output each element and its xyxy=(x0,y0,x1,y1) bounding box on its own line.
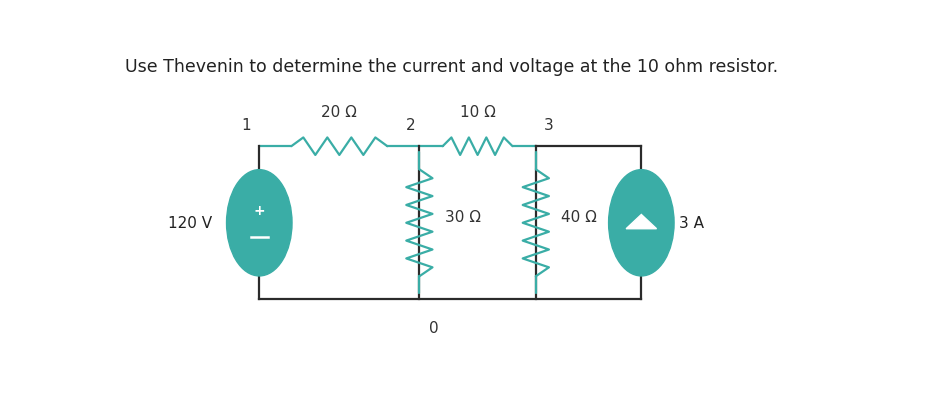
Text: 10 Ω: 10 Ω xyxy=(460,105,496,120)
Text: 1: 1 xyxy=(241,117,251,132)
Text: +: + xyxy=(254,204,265,218)
Ellipse shape xyxy=(608,170,674,276)
Text: 40 Ω: 40 Ω xyxy=(562,209,597,224)
Text: 120 V: 120 V xyxy=(168,216,212,231)
Text: 30 Ω: 30 Ω xyxy=(445,209,481,224)
Text: 0: 0 xyxy=(429,320,439,335)
Ellipse shape xyxy=(226,170,292,276)
Text: 2: 2 xyxy=(406,117,415,132)
Polygon shape xyxy=(626,215,656,229)
Text: 3: 3 xyxy=(544,117,554,132)
Text: 3 A: 3 A xyxy=(679,216,704,231)
Text: Use Thevenin to determine the current and voltage at the 10 ohm resistor.: Use Thevenin to determine the current an… xyxy=(125,58,777,76)
Text: 20 Ω: 20 Ω xyxy=(321,105,357,120)
